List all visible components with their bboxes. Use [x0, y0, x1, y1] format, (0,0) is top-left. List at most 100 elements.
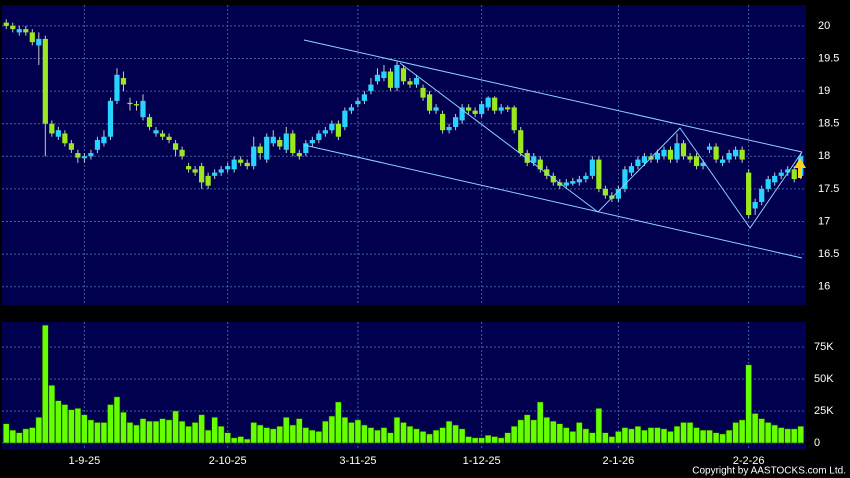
x-tick-label: 2-10-25: [209, 455, 247, 467]
volume-bar: [361, 424, 368, 444]
candle-body: [589, 159, 595, 176]
volume-bar: [771, 424, 778, 444]
volume-bar: [478, 437, 485, 444]
volume-bar: [699, 429, 707, 444]
trend-lines: [303, 39, 806, 259]
volume-bar: [198, 414, 205, 444]
volume-bar: [634, 426, 642, 444]
x-tick-label: 1-12-25: [463, 455, 501, 467]
volume-bar: [191, 422, 199, 444]
candle-body: [387, 71, 394, 88]
candle-body: [29, 32, 35, 43]
x-tick-label: 1-9-25: [69, 455, 101, 467]
candle-body: [492, 97, 498, 111]
y-tick-label: 19: [818, 85, 830, 97]
volume-bar: [641, 429, 648, 444]
volume-bar: [419, 431, 427, 444]
volume-bar: [745, 364, 752, 444]
candle-body: [739, 149, 745, 160]
candle-body: [622, 169, 628, 189]
candle-body: [55, 130, 61, 137]
arrow-icon: [794, 158, 806, 178]
candle-body: [303, 143, 309, 154]
volume-bar: [100, 422, 108, 444]
volume-bar: [543, 417, 550, 444]
volume-bar: [29, 427, 36, 444]
volume-bar: [484, 435, 492, 444]
candle-body: [172, 143, 179, 150]
volume-bar: [680, 422, 687, 444]
volume-bar: [608, 436, 616, 444]
volume-bar: [9, 429, 16, 444]
volume-bar: [61, 404, 69, 444]
candle-body: [381, 71, 387, 79]
volume-bar: [328, 415, 336, 444]
candle-body: [231, 159, 237, 170]
y-tick-label: 50K: [814, 373, 834, 385]
candle-body: [700, 162, 706, 167]
volume-bar: [74, 408, 82, 444]
volume-bar: [283, 417, 290, 444]
volume-bar: [615, 431, 622, 444]
candle-body: [537, 159, 543, 170]
candle-body: [661, 149, 667, 157]
volume-bar: [498, 437, 505, 444]
candle-body: [785, 169, 791, 173]
volume-bar: [348, 422, 355, 444]
volume-bar: [165, 419, 173, 444]
candle-body: [426, 94, 433, 111]
candle-body: [544, 169, 550, 176]
volume-bar: [426, 433, 433, 444]
candle-body: [368, 84, 374, 92]
volume-bar: [660, 428, 668, 444]
volume-bar: [465, 436, 472, 444]
candle-body: [23, 29, 29, 33]
candle-body: [394, 65, 400, 88]
candle-body: [746, 172, 752, 215]
volume-bar: [322, 420, 329, 444]
volume-bar: [250, 422, 257, 444]
volume-bar: [94, 422, 101, 444]
candle-body: [759, 188, 765, 202]
candle-body: [439, 113, 446, 131]
candle-body: [199, 166, 205, 183]
volume-bar: [751, 413, 759, 444]
y-tick-label: 16: [818, 281, 830, 293]
candle-body: [687, 156, 693, 160]
candle-body: [277, 140, 283, 147]
candle-body: [264, 136, 270, 160]
candle-body: [472, 110, 478, 114]
volume-bar: [3, 423, 10, 444]
candle-body: [127, 102, 133, 105]
volume-bar: [595, 408, 603, 444]
volume-bar: [367, 427, 375, 444]
volume-bar: [556, 423, 563, 444]
candle-body: [309, 140, 315, 144]
x-tick-label: 2-1-26: [603, 455, 635, 467]
volume-bar: [309, 429, 316, 444]
candle-body: [459, 107, 465, 121]
candle-body: [498, 107, 504, 111]
candle-body: [479, 104, 485, 114]
volume-bar: [784, 428, 791, 444]
volume-bar: [276, 426, 283, 444]
candle-body: [94, 140, 101, 150]
candle-body: [576, 179, 582, 183]
volume-bar: [172, 410, 179, 444]
candle-body: [466, 107, 472, 111]
volume-bar: [296, 418, 303, 444]
volume-bar: [302, 427, 309, 444]
candle-body: [49, 123, 55, 134]
volume-bar: [550, 420, 557, 444]
candle-body: [348, 107, 355, 111]
candle-body: [159, 133, 166, 137]
candle-body: [485, 97, 491, 108]
candle-body: [342, 110, 348, 127]
y-tick-label: 75K: [814, 341, 834, 353]
volume-bar: [224, 432, 231, 444]
volume-bar: [16, 432, 23, 444]
candle-body: [413, 78, 420, 85]
candle-body: [185, 166, 192, 170]
volume-bar: [289, 424, 296, 444]
